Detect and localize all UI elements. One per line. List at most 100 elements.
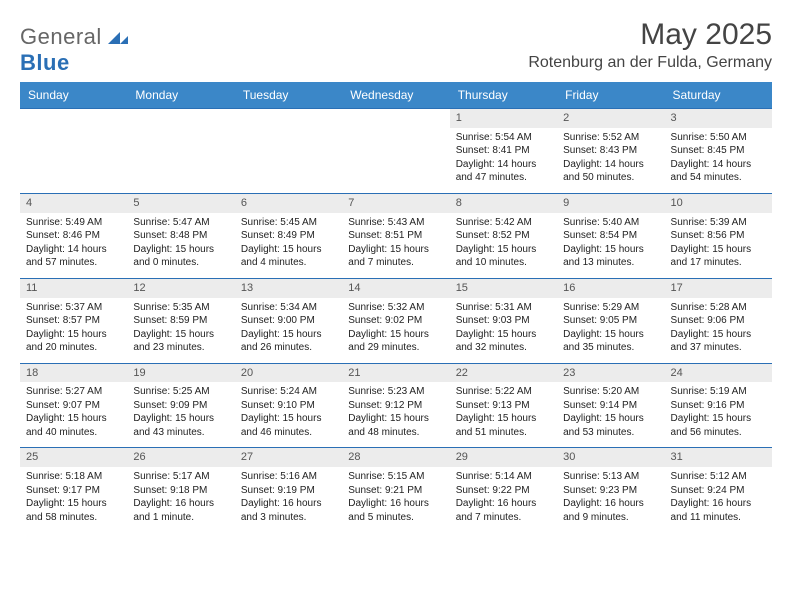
day-detail: Sunrise: 5:45 AMSunset: 8:49 PMDaylight:…	[235, 213, 342, 278]
daylight-line: Daylight: 15 hours and 56 minutes.	[671, 412, 766, 439]
daylight-line: Daylight: 14 hours and 57 minutes.	[26, 243, 121, 270]
day-number: 29	[450, 448, 557, 467]
day-detail: Sunrise: 5:42 AMSunset: 8:52 PMDaylight:…	[450, 213, 557, 278]
day-header: Monday	[127, 82, 234, 109]
day-detail: Sunrise: 5:17 AMSunset: 9:18 PMDaylight:…	[127, 467, 234, 532]
day-number: 2	[557, 109, 664, 128]
day-number: 7	[342, 194, 449, 213]
calendar-cell: 31Sunrise: 5:12 AMSunset: 9:24 PMDayligh…	[665, 448, 772, 532]
sunrise-line: Sunrise: 5:18 AM	[26, 470, 121, 484]
day-detail: Sunrise: 5:37 AMSunset: 8:57 PMDaylight:…	[20, 298, 127, 363]
daylight-line: Daylight: 15 hours and 32 minutes.	[456, 328, 551, 355]
sunset-line: Sunset: 8:57 PM	[26, 314, 121, 328]
calendar-cell: 29Sunrise: 5:14 AMSunset: 9:22 PMDayligh…	[450, 448, 557, 532]
sunrise-line: Sunrise: 5:19 AM	[671, 385, 766, 399]
sunrise-line: Sunrise: 5:23 AM	[348, 385, 443, 399]
day-detail: Sunrise: 5:25 AMSunset: 9:09 PMDaylight:…	[127, 382, 234, 447]
day-detail: Sunrise: 5:43 AMSunset: 8:51 PMDaylight:…	[342, 213, 449, 278]
daylight-line: Daylight: 16 hours and 7 minutes.	[456, 497, 551, 524]
daylight-line: Daylight: 15 hours and 40 minutes.	[26, 412, 121, 439]
day-detail: Sunrise: 5:40 AMSunset: 8:54 PMDaylight:…	[557, 213, 664, 278]
day-detail: Sunrise: 5:12 AMSunset: 9:24 PMDaylight:…	[665, 467, 772, 532]
day-number: 24	[665, 364, 772, 383]
calendar-head: SundayMondayTuesdayWednesdayThursdayFrid…	[20, 82, 772, 109]
daylight-line: Daylight: 15 hours and 13 minutes.	[563, 243, 658, 270]
calendar-cell: 7Sunrise: 5:43 AMSunset: 8:51 PMDaylight…	[342, 193, 449, 278]
daylight-line: Daylight: 15 hours and 10 minutes.	[456, 243, 551, 270]
day-header: Sunday	[20, 82, 127, 109]
day-detail: Sunrise: 5:49 AMSunset: 8:46 PMDaylight:…	[20, 213, 127, 278]
sunset-line: Sunset: 8:45 PM	[671, 144, 766, 158]
sunset-line: Sunset: 8:41 PM	[456, 144, 551, 158]
logo-text: General Blue	[20, 24, 128, 76]
sunset-line: Sunset: 9:23 PM	[563, 484, 658, 498]
sunset-line: Sunset: 8:49 PM	[241, 229, 336, 243]
calendar-cell: 27Sunrise: 5:16 AMSunset: 9:19 PMDayligh…	[235, 448, 342, 532]
calendar-cell: 8Sunrise: 5:42 AMSunset: 8:52 PMDaylight…	[450, 193, 557, 278]
day-header: Friday	[557, 82, 664, 109]
daylight-line: Daylight: 16 hours and 3 minutes.	[241, 497, 336, 524]
sunrise-line: Sunrise: 5:40 AM	[563, 216, 658, 230]
day-detail: Sunrise: 5:15 AMSunset: 9:21 PMDaylight:…	[342, 467, 449, 532]
day-number: 25	[20, 448, 127, 467]
day-detail: Sunrise: 5:22 AMSunset: 9:13 PMDaylight:…	[450, 382, 557, 447]
calendar-cell: 25Sunrise: 5:18 AMSunset: 9:17 PMDayligh…	[20, 448, 127, 532]
daylight-line: Daylight: 16 hours and 1 minute.	[133, 497, 228, 524]
day-number: 27	[235, 448, 342, 467]
day-detail: Sunrise: 5:34 AMSunset: 9:00 PMDaylight:…	[235, 298, 342, 363]
logo-general: General	[20, 24, 102, 49]
day-number: 11	[20, 279, 127, 298]
daylight-line: Daylight: 16 hours and 9 minutes.	[563, 497, 658, 524]
sunrise-line: Sunrise: 5:13 AM	[563, 470, 658, 484]
title-block: May 2025 Rotenburg an der Fulda, Germany	[528, 18, 772, 72]
daylight-line: Daylight: 15 hours and 58 minutes.	[26, 497, 121, 524]
sunset-line: Sunset: 9:12 PM	[348, 399, 443, 413]
sunrise-line: Sunrise: 5:52 AM	[563, 131, 658, 145]
day-header: Thursday	[450, 82, 557, 109]
sunrise-line: Sunrise: 5:37 AM	[26, 301, 121, 315]
sunset-line: Sunset: 9:09 PM	[133, 399, 228, 413]
sunrise-line: Sunrise: 5:31 AM	[456, 301, 551, 315]
calendar-body: 1Sunrise: 5:54 AMSunset: 8:41 PMDaylight…	[20, 109, 772, 533]
calendar-cell: 13Sunrise: 5:34 AMSunset: 9:00 PMDayligh…	[235, 278, 342, 363]
day-header: Saturday	[665, 82, 772, 109]
day-detail: Sunrise: 5:18 AMSunset: 9:17 PMDaylight:…	[20, 467, 127, 532]
calendar-cell: 20Sunrise: 5:24 AMSunset: 9:10 PMDayligh…	[235, 363, 342, 448]
location: Rotenburg an der Fulda, Germany	[528, 54, 772, 72]
day-header: Tuesday	[235, 82, 342, 109]
calendar-cell: 14Sunrise: 5:32 AMSunset: 9:02 PMDayligh…	[342, 278, 449, 363]
month-title: May 2025	[528, 18, 772, 52]
calendar-cell: 21Sunrise: 5:23 AMSunset: 9:12 PMDayligh…	[342, 363, 449, 448]
day-number: 5	[127, 194, 234, 213]
day-detail: Sunrise: 5:54 AMSunset: 8:41 PMDaylight:…	[450, 128, 557, 193]
calendar-cell: 24Sunrise: 5:19 AMSunset: 9:16 PMDayligh…	[665, 363, 772, 448]
sunset-line: Sunset: 8:59 PM	[133, 314, 228, 328]
day-detail: Sunrise: 5:47 AMSunset: 8:48 PMDaylight:…	[127, 213, 234, 278]
daylight-line: Daylight: 15 hours and 20 minutes.	[26, 328, 121, 355]
day-number: 1	[450, 109, 557, 128]
daylight-line: Daylight: 15 hours and 29 minutes.	[348, 328, 443, 355]
sunset-line: Sunset: 9:00 PM	[241, 314, 336, 328]
sunrise-line: Sunrise: 5:27 AM	[26, 385, 121, 399]
sunrise-line: Sunrise: 5:16 AM	[241, 470, 336, 484]
sunset-line: Sunset: 9:10 PM	[241, 399, 336, 413]
sunset-line: Sunset: 9:03 PM	[456, 314, 551, 328]
day-detail: Sunrise: 5:29 AMSunset: 9:05 PMDaylight:…	[557, 298, 664, 363]
calendar-cell: 4Sunrise: 5:49 AMSunset: 8:46 PMDaylight…	[20, 193, 127, 278]
day-header: Wednesday	[342, 82, 449, 109]
day-number: 4	[20, 194, 127, 213]
day-number: 17	[665, 279, 772, 298]
day-number: 9	[557, 194, 664, 213]
day-number: 22	[450, 364, 557, 383]
calendar-cell: 18Sunrise: 5:27 AMSunset: 9:07 PMDayligh…	[20, 363, 127, 448]
day-number: 19	[127, 364, 234, 383]
daylight-line: Daylight: 15 hours and 53 minutes.	[563, 412, 658, 439]
day-number: 28	[342, 448, 449, 467]
daylight-line: Daylight: 15 hours and 48 minutes.	[348, 412, 443, 439]
daylight-line: Daylight: 15 hours and 37 minutes.	[671, 328, 766, 355]
day-number: 8	[450, 194, 557, 213]
sunrise-line: Sunrise: 5:32 AM	[348, 301, 443, 315]
day-detail: Sunrise: 5:19 AMSunset: 9:16 PMDaylight:…	[665, 382, 772, 447]
calendar-cell: 2Sunrise: 5:52 AMSunset: 8:43 PMDaylight…	[557, 109, 664, 194]
calendar-week: 11Sunrise: 5:37 AMSunset: 8:57 PMDayligh…	[20, 278, 772, 363]
